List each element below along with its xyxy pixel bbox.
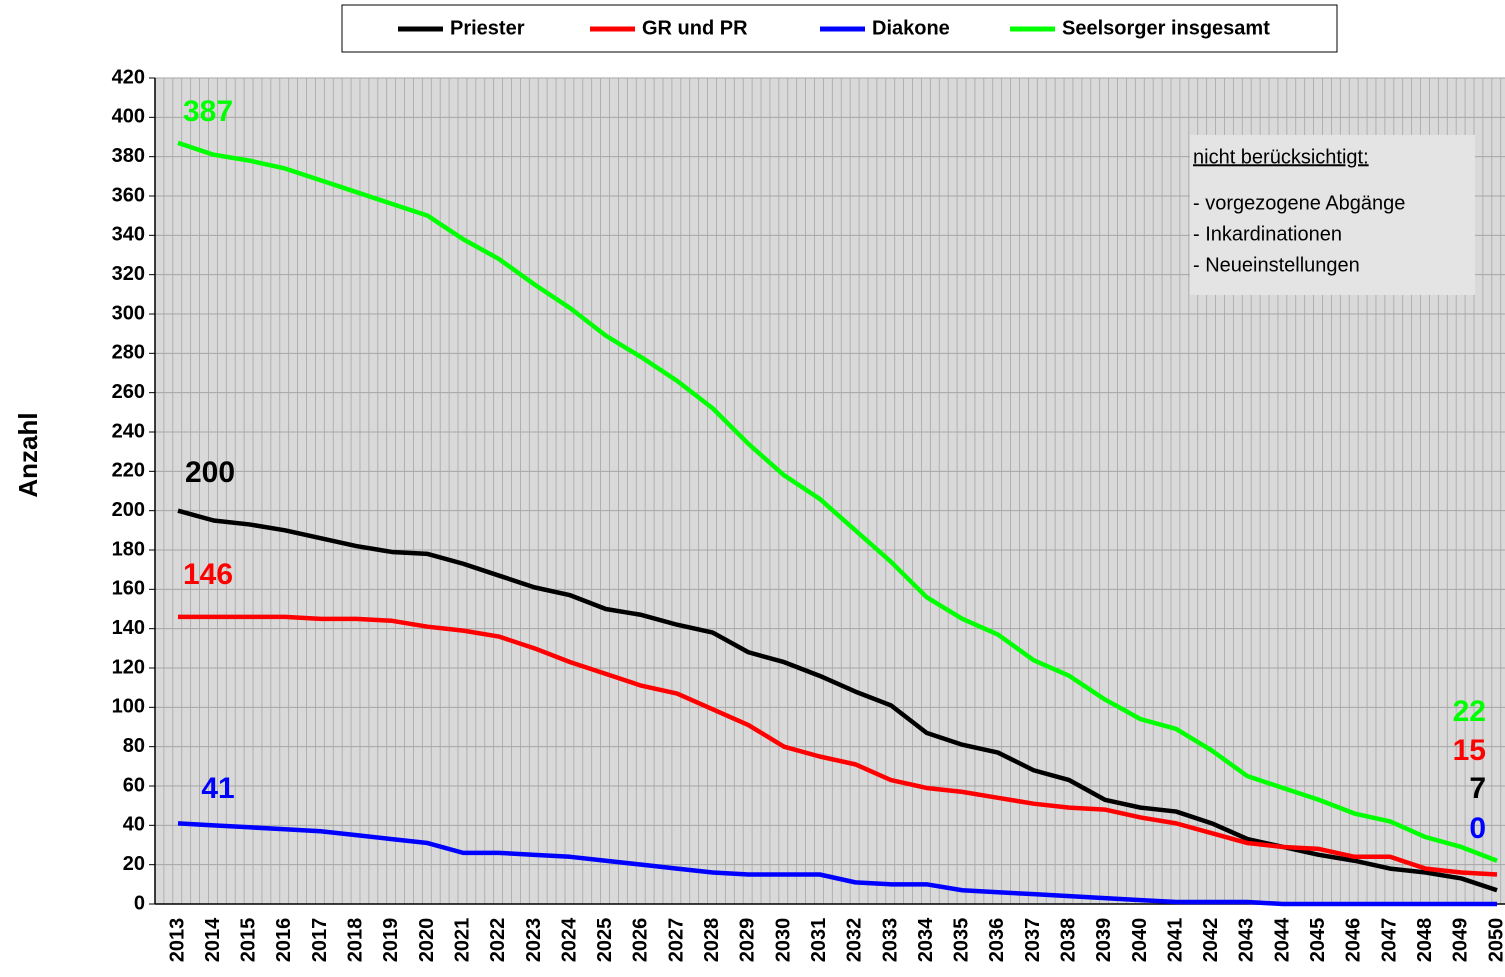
x-tick-label: 2050 xyxy=(1485,918,1505,963)
y-tick-label: 320 xyxy=(112,263,145,285)
legend-label: GR und PR xyxy=(642,17,748,39)
note-item: - Neueinstellungen xyxy=(1193,254,1360,276)
x-tick-label: 2017 xyxy=(309,918,331,963)
y-axis-title: Anzahl xyxy=(13,412,43,497)
x-tick-label: 2026 xyxy=(630,918,652,963)
y-tick-label: 280 xyxy=(112,342,145,364)
note-box xyxy=(1190,135,1475,295)
x-tick-label: 2032 xyxy=(844,918,866,963)
y-tick-label: 160 xyxy=(112,578,145,600)
legend-label: Diakone xyxy=(872,17,950,39)
data-label: 146 xyxy=(183,558,233,591)
y-tick-label: 300 xyxy=(112,302,145,324)
x-tick-label: 2034 xyxy=(915,917,937,962)
series-line xyxy=(177,140,1498,863)
x-tick-label: 2039 xyxy=(1093,918,1115,963)
y-tick-label: 420 xyxy=(112,66,145,88)
y-tick-label: 220 xyxy=(112,460,145,482)
x-tick-label: 2049 xyxy=(1450,918,1472,963)
x-tick-label: 2020 xyxy=(416,918,438,963)
x-tick-label: 2035 xyxy=(951,918,973,963)
series-line xyxy=(178,614,1498,877)
x-tick-label: 2041 xyxy=(1164,918,1186,963)
x-tick-label: 2038 xyxy=(1057,918,1079,963)
x-tick-label: 2040 xyxy=(1129,918,1151,963)
x-tick-label: 2018 xyxy=(345,918,367,963)
x-tick-label: 2021 xyxy=(451,918,473,963)
x-tick-label: 2022 xyxy=(487,918,509,963)
note-item: - vorgezogene Abgänge xyxy=(1193,192,1405,214)
x-tick-label: 2046 xyxy=(1343,918,1365,963)
data-label: 0 xyxy=(1469,812,1486,845)
y-tick-label: 380 xyxy=(112,145,145,167)
y-tick-label: 100 xyxy=(112,696,145,718)
y-tick-label: 120 xyxy=(112,656,145,678)
x-tick-label: 2048 xyxy=(1414,918,1436,963)
y-tick-label: 180 xyxy=(112,538,145,560)
data-label: 22 xyxy=(1453,695,1486,728)
y-tick-label: 200 xyxy=(112,499,145,521)
x-tick-label: 2047 xyxy=(1378,918,1400,963)
y-tick-label: 340 xyxy=(112,224,145,246)
x-tick-label: 2030 xyxy=(772,918,794,963)
x-tick-label: 2045 xyxy=(1307,918,1329,963)
x-tick-label: 2015 xyxy=(238,918,260,963)
y-tick-label: 140 xyxy=(112,617,145,639)
x-tick-label: 2019 xyxy=(380,918,402,963)
y-tick-label: 60 xyxy=(123,774,145,796)
x-tick-label: 2027 xyxy=(665,918,687,963)
x-tick-label: 2043 xyxy=(1236,918,1258,963)
x-tick-label: 2042 xyxy=(1200,918,1222,963)
y-tick-label: 40 xyxy=(123,814,145,836)
data-label: 7 xyxy=(1469,772,1486,805)
x-tick-label: 2023 xyxy=(523,918,545,963)
data-label: 41 xyxy=(201,772,234,805)
y-tick-label: 0 xyxy=(134,892,145,914)
x-tick-label: 2024 xyxy=(558,917,580,962)
x-tick-label: 2037 xyxy=(1022,918,1044,963)
x-tick-label: 2025 xyxy=(594,918,616,963)
y-tick-label: 400 xyxy=(112,106,145,128)
note-item: - Inkardinationen xyxy=(1193,223,1342,245)
data-label: 387 xyxy=(183,95,233,128)
x-tick-label: 2033 xyxy=(879,918,901,963)
x-tick-label: 2014 xyxy=(202,917,224,962)
legend-label: Seelsorger insgesamt xyxy=(1062,17,1270,39)
x-tick-label: 2029 xyxy=(737,918,759,963)
x-tick-label: 2016 xyxy=(273,918,295,963)
x-tick-label: 2031 xyxy=(808,918,830,963)
x-tick-label: 2013 xyxy=(166,918,188,963)
y-tick-label: 20 xyxy=(123,853,145,875)
x-tick-label: 2036 xyxy=(986,918,1008,963)
note-title: nicht berücksichtigt: xyxy=(1193,146,1369,168)
legend-label: Priester xyxy=(450,17,525,39)
data-label: 15 xyxy=(1453,734,1486,767)
x-tick-label: 2044 xyxy=(1271,917,1293,962)
y-tick-label: 260 xyxy=(112,381,145,403)
y-tick-label: 80 xyxy=(123,735,145,757)
series-line xyxy=(177,821,1497,907)
y-tick-label: 360 xyxy=(112,184,145,206)
y-tick-label: 240 xyxy=(112,420,145,442)
x-tick-label: 2028 xyxy=(701,918,723,963)
data-label: 200 xyxy=(185,456,235,489)
